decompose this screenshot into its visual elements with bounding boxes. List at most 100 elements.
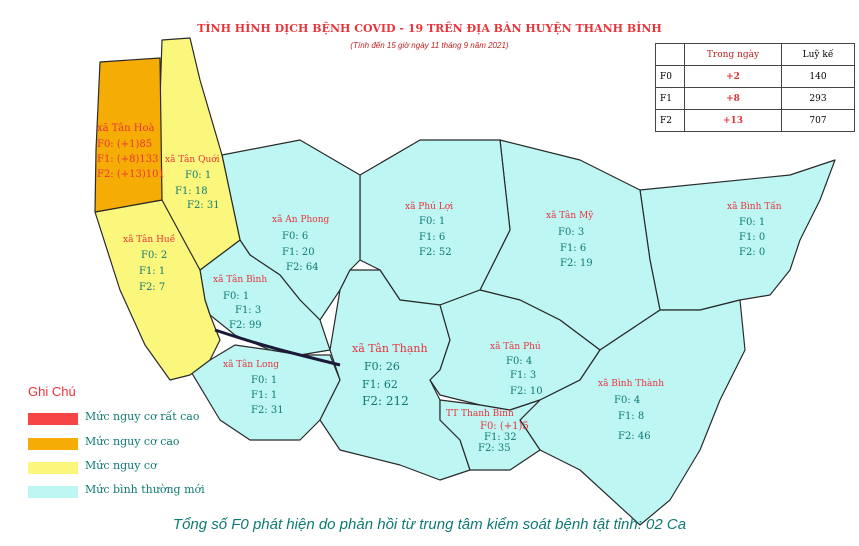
svg-text:F0: 26: F0: 26	[364, 360, 400, 373]
svg-text:F1: 0: F1: 0	[739, 232, 765, 243]
svg-text:F2: 99: F2: 99	[229, 320, 262, 331]
label-tan-hoa: xã Tân Hoà F0: (+1)85 F1: (+8)133 F2: (+…	[97, 123, 165, 180]
svg-text:F1: 32: F1: 32	[484, 432, 517, 443]
label-tan-binh: xã Tân Bình F0: 1 F1: 3 F2: 99	[213, 274, 267, 331]
svg-text:F2: 31: F2: 31	[187, 200, 220, 211]
svg-text:F0: 1: F0: 1	[223, 291, 249, 302]
map-subtitle: (Tính đến 15 giờ ngày 11 tháng 9 năm 202…	[350, 41, 509, 50]
svg-text:F2: (+13)101: F2: (+13)101	[97, 169, 165, 180]
stats-today-value: +2	[684, 65, 782, 88]
stats-row-label: F2	[655, 109, 685, 132]
svg-text:xã An Phong: xã An Phong	[272, 214, 330, 225]
svg-text:F1: 3: F1: 3	[510, 370, 536, 381]
svg-text:F1: 18: F1: 18	[175, 186, 208, 197]
svg-text:F2: 7: F2: 7	[139, 282, 165, 293]
label-tan-thanh: xã Tân Thạnh F0: 26 F1: 62 F2: 212	[352, 342, 428, 408]
region-tan-hoa[interactable]	[94, 57, 163, 213]
svg-text:F1: 8: F1: 8	[618, 411, 644, 422]
stats-today-value: +8	[684, 87, 782, 110]
svg-text:F1: 6: F1: 6	[560, 243, 586, 254]
footer-note: Tổng số F0 phát hiện do phản hồi từ trun…	[172, 516, 687, 533]
label-tan-hue: xã Tân Huề F0: 2 F1: 1 F2: 7	[123, 234, 175, 293]
legend-swatch	[28, 438, 78, 450]
stats-header-empty	[655, 43, 685, 66]
label-tan-quoi: xã Tân Quới F0: 1 F1: 18 F2: 31	[165, 154, 220, 211]
stats-total-value: 707	[781, 109, 855, 132]
svg-text:F0: 3: F0: 3	[558, 227, 584, 238]
region-tan-long[interactable]	[189, 344, 341, 441]
svg-text:F0: (+1)85: F0: (+1)85	[97, 139, 152, 150]
svg-text:F0: 2: F0: 2	[141, 250, 167, 261]
stats-table: Trong ngày Luỹ kế F0 +2 140 F1 +8 293 F2…	[655, 43, 855, 132]
stats-row-label: F0	[655, 65, 685, 88]
svg-text:xã Tân Mỹ: xã Tân Mỹ	[546, 210, 594, 221]
svg-text:xã Tân Long: xã Tân Long	[223, 359, 279, 370]
svg-text:xã Tân Hoà: xã Tân Hoà	[97, 123, 154, 134]
stats-header-total: Luỹ kế	[781, 43, 855, 66]
stats-row-label: F1	[655, 87, 685, 110]
label-tan-my: xã Tân Mỹ F0: 3 F1: 6 F2: 19	[546, 210, 594, 269]
stats-row-f0: F0 +2 140	[655, 65, 855, 88]
label-tt-thanh-binh: TT Thanh Bình F0: (+1)5 F1: 32 F2: 35	[446, 408, 529, 454]
map-title: TÌNH HÌNH DỊCH BỆNH COVID - 19 TRÊN ĐỊA …	[197, 22, 662, 35]
svg-text:F0: 1: F0: 1	[419, 216, 445, 227]
label-binh-thanh: xã Bình Thành F0: 4 F1: 8 F2: 46	[598, 378, 664, 442]
stats-total-value: 140	[781, 65, 855, 88]
stats-today-value: +13	[684, 109, 782, 132]
region-tan-hue[interactable]	[94, 199, 221, 381]
legend-label: Mức nguy cơ rất cao	[85, 410, 200, 423]
region-binh-tan[interactable]	[639, 159, 836, 311]
label-binh-tan: xã Bình Tấn F0: 1 F1: 0 F2: 0	[727, 201, 782, 258]
svg-text:F2: 46: F2: 46	[618, 431, 651, 442]
svg-text:F2: 0: F2: 0	[739, 247, 765, 258]
legend-swatch	[28, 486, 78, 498]
legend-label: Mức nguy cơ cao	[85, 435, 180, 448]
svg-text:F2: 10: F2: 10	[510, 386, 543, 397]
svg-text:F1: (+8)133: F1: (+8)133	[97, 154, 158, 165]
svg-text:xã Tân Phú: xã Tân Phú	[490, 341, 541, 352]
svg-text:TT Thanh Bình: TT Thanh Bình	[446, 408, 514, 419]
svg-text:xã Tân Bình: xã Tân Bình	[213, 274, 267, 285]
legend-swatch	[28, 413, 78, 425]
label-tan-long: xã Tân Long F0: 1 F1: 1 F2: 31	[223, 359, 284, 416]
svg-text:xã Tân Quới: xã Tân Quới	[165, 154, 220, 165]
svg-text:F2: 35: F2: 35	[478, 443, 511, 454]
legend-swatch	[28, 462, 78, 474]
stats-header-row: Trong ngày Luỹ kế	[655, 43, 855, 66]
svg-text:F0: 6: F0: 6	[282, 231, 308, 242]
svg-text:F2: 31: F2: 31	[251, 405, 284, 416]
river-line	[214, 328, 341, 367]
region-tt-thanh-binh[interactable]	[439, 399, 541, 471]
svg-text:F1: 20: F1: 20	[282, 247, 315, 258]
svg-text:F0: 1: F0: 1	[251, 375, 277, 386]
svg-text:F0: 1: F0: 1	[739, 217, 765, 228]
svg-text:F0: 1: F0: 1	[185, 170, 211, 181]
svg-text:F0: 4: F0: 4	[506, 356, 532, 367]
svg-text:xã Bình Tấn: xã Bình Tấn	[727, 201, 782, 212]
svg-text:F1: 1: F1: 1	[139, 266, 165, 277]
legend-label: Mức bình thường mới	[85, 483, 205, 496]
svg-text:F1: 3: F1: 3	[235, 305, 261, 316]
label-tan-phu: xã Tân Phú F0: 4 F1: 3 F2: 10	[490, 341, 543, 397]
stats-total-value: 293	[781, 87, 855, 110]
svg-text:F2: 19: F2: 19	[560, 258, 593, 269]
stats-row-f2: F2 +13 707	[655, 109, 855, 132]
svg-text:F1: 62: F1: 62	[362, 378, 398, 391]
svg-text:F1: 6: F1: 6	[419, 232, 445, 243]
label-an-phong: xã An Phong F0: 6 F1: 20 F2: 64	[272, 214, 330, 273]
svg-text:F1: 1: F1: 1	[251, 390, 277, 401]
svg-text:F0: (+1)5: F0: (+1)5	[480, 421, 529, 432]
stats-header-today: Trong ngày	[684, 43, 782, 66]
svg-text:F2: 52: F2: 52	[419, 247, 452, 258]
svg-text:xã Tân Thạnh: xã Tân Thạnh	[352, 342, 428, 355]
legend-label: Mức nguy cơ	[85, 459, 157, 472]
svg-text:xã Bình Thành: xã Bình Thành	[598, 378, 664, 389]
svg-text:xã Phú Lợi: xã Phú Lợi	[405, 201, 453, 212]
label-phu-loi: xã Phú Lợi F0: 1 F1: 6 F2: 52	[405, 201, 453, 258]
svg-text:F0: 4: F0: 4	[614, 395, 640, 406]
stats-row-f1: F1 +8 293	[655, 87, 855, 110]
svg-text:F2: 64: F2: 64	[286, 262, 319, 273]
legend-title: Ghi Chú	[28, 384, 76, 399]
svg-text:xã Tân Huề: xã Tân Huề	[123, 234, 175, 245]
